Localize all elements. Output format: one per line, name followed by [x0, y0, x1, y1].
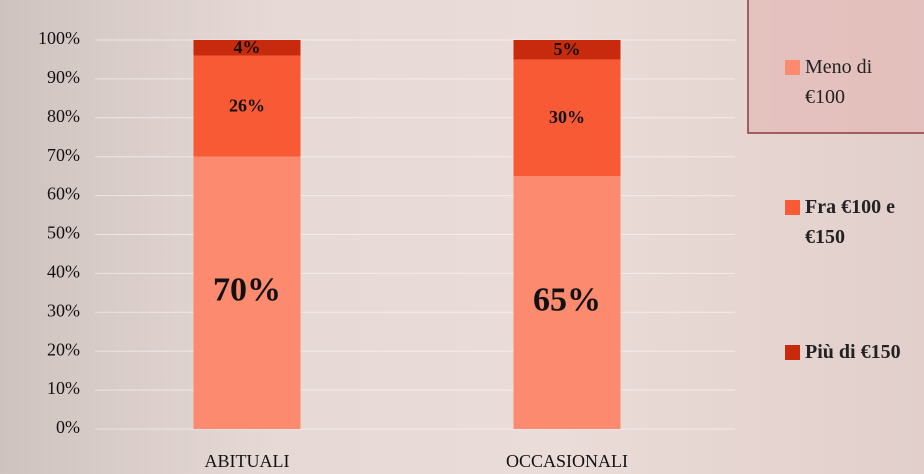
- y-tick-label: 80%: [47, 106, 80, 126]
- legend-label: Fra €100 e €150: [805, 196, 895, 248]
- legend-label: Meno di €100: [805, 56, 873, 108]
- legend-item: Più di €150: [785, 337, 915, 367]
- bar-segment: [193, 156, 301, 429]
- legend-swatch: [785, 345, 800, 360]
- data-label: 26%: [229, 95, 265, 115]
- bar-segment: [193, 55, 301, 157]
- y-tick-label: 10%: [47, 378, 80, 398]
- y-tick-label: 60%: [47, 184, 80, 204]
- legend-swatch: [785, 200, 800, 215]
- legend-item: Meno di €100: [785, 52, 915, 112]
- y-tick-label: 70%: [47, 145, 80, 165]
- x-tick-label: ABITUALI: [205, 451, 290, 471]
- bar-segment: [193, 40, 301, 56]
- y-tick-label: 20%: [47, 339, 80, 359]
- y-tick-label: 90%: [47, 67, 80, 87]
- x-tick-label: OCCASIONALI: [506, 451, 628, 471]
- y-tick-label: 40%: [47, 262, 80, 282]
- legend-swatch: [785, 60, 800, 75]
- legend-label: Più di €150: [805, 341, 901, 363]
- data-label: 30%: [549, 107, 585, 127]
- y-tick-label: 50%: [47, 223, 80, 243]
- y-tick-label: 0%: [56, 417, 80, 437]
- bar-segment: [513, 176, 621, 429]
- legend-highlight: [747, 0, 924, 134]
- bar-segment: [513, 59, 621, 177]
- y-tick-label: 100%: [38, 28, 80, 48]
- data-label: 65%: [533, 281, 601, 318]
- bar-segment: [513, 40, 621, 60]
- data-label: 5%: [554, 39, 581, 59]
- legend-item: Fra €100 e €150: [785, 192, 915, 252]
- data-label: 4%: [234, 37, 261, 57]
- y-tick-label: 30%: [47, 300, 80, 320]
- data-label: 70%: [213, 272, 281, 309]
